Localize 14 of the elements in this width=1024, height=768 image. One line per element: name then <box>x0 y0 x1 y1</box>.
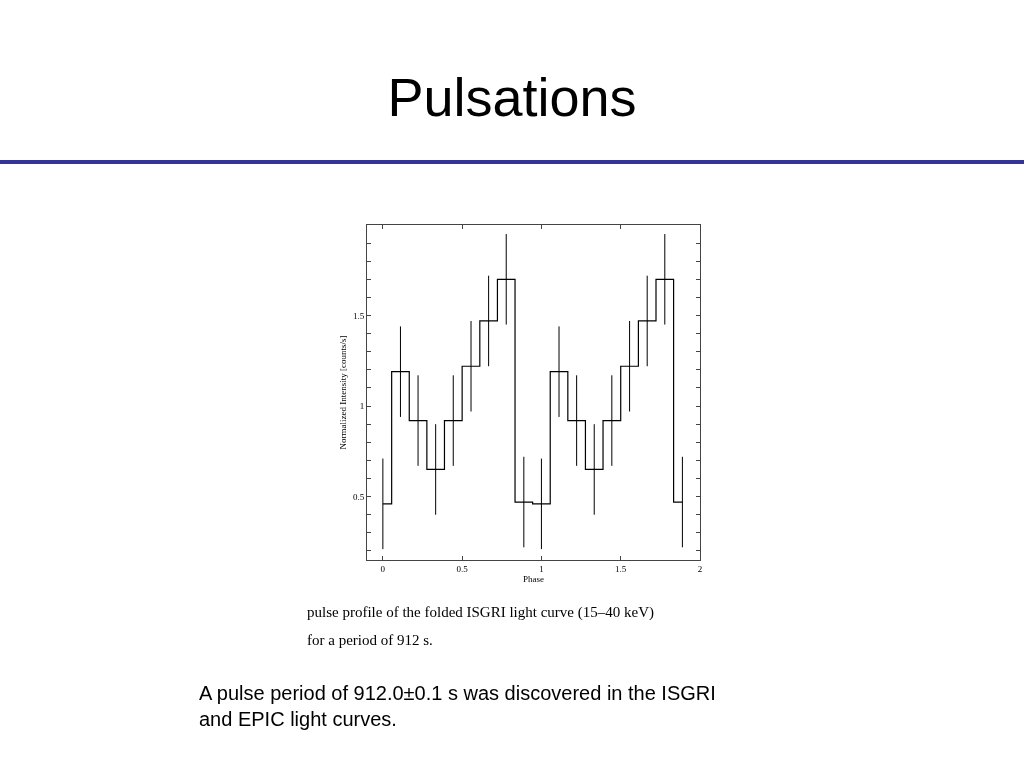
text: A pulse period of 912.0±0.1 s was discovered in the ISGRI and EPIC light curves. <box>199 682 716 730</box>
text: pulse profile of the folded ISGRI light curve (15–40 keV) <box>307 604 654 621</box>
y-tick-label: 1 <box>359 401 365 412</box>
x-tick-label: 0.5 <box>456 563 469 574</box>
x-tick-label: 0 <box>380 563 386 574</box>
y-tick-label: 1.5 <box>352 310 365 321</box>
x-tick-label: 1.5 <box>615 563 627 574</box>
chart-title: Pulsations <box>387 66 637 127</box>
text: for a period of 912 s. <box>307 632 433 648</box>
x-tick-label: 1 <box>539 563 544 574</box>
y-axis-title: Normalized Intensity [counts/s] <box>338 335 349 450</box>
x-tick-label: 2 <box>697 563 703 574</box>
y-tick-label: 0.5 <box>352 491 365 502</box>
x-axis-title: Phase <box>523 573 544 584</box>
